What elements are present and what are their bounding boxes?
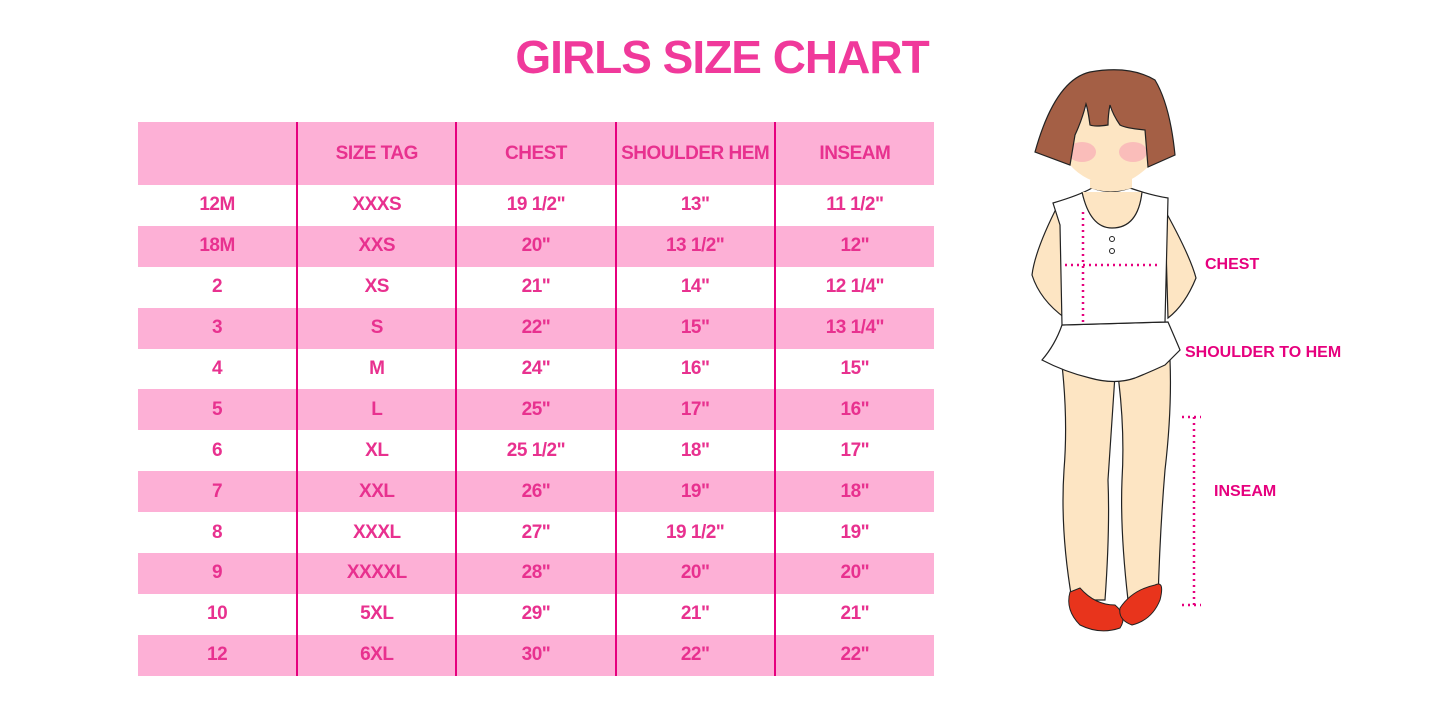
table-cell: 25" bbox=[455, 389, 616, 431]
table-cell: XS bbox=[296, 266, 457, 308]
button bbox=[1109, 236, 1115, 242]
left-leg bbox=[1061, 364, 1116, 601]
column-header: INSEAM bbox=[773, 122, 934, 185]
cheek bbox=[1119, 142, 1147, 162]
column-header: SIZE TAG bbox=[296, 122, 457, 185]
table-cell: 21" bbox=[773, 593, 934, 635]
table-header-row: SIZE TAG CHEST SHOULDER HEM INSEAM bbox=[138, 122, 934, 185]
table-cell: 30" bbox=[455, 634, 616, 676]
shoulder-to-hem-label: SHOULDER TO HEM bbox=[1185, 344, 1342, 361]
table-cell: 12 1/4" bbox=[773, 266, 934, 308]
table-cell: 21" bbox=[455, 266, 616, 308]
cheek bbox=[1068, 142, 1096, 162]
table-cell: XXS bbox=[296, 225, 457, 267]
chest-label: CHEST bbox=[1205, 256, 1260, 273]
table-row: 12 6XL 30" 22" 22" bbox=[138, 634, 934, 676]
table-cell: 18" bbox=[614, 430, 775, 472]
table-cell: 19" bbox=[773, 512, 934, 554]
table-cell: 22" bbox=[614, 634, 775, 676]
table-cell: M bbox=[296, 348, 457, 390]
table-cell: 22" bbox=[773, 634, 934, 676]
table-row: 5 L 25" 17" 16" bbox=[138, 389, 934, 431]
table-cell: 6 bbox=[212, 439, 223, 461]
size-table: SIZE TAG CHEST SHOULDER HEM INSEAM 12M XXXS 1… bbox=[138, 122, 934, 676]
table-cell: 24" bbox=[455, 348, 616, 390]
right-shoe bbox=[1119, 583, 1163, 626]
table-cell: 17" bbox=[614, 389, 775, 431]
column-header bbox=[138, 122, 298, 185]
table-cell: 28" bbox=[455, 553, 616, 594]
table-cell: 16" bbox=[614, 348, 775, 390]
table-cell: 26" bbox=[455, 471, 616, 513]
table-cell: 19 1/2" bbox=[455, 185, 616, 226]
left-arm bbox=[1031, 204, 1069, 320]
table-cell: 13" bbox=[614, 185, 775, 226]
table-cell: 22" bbox=[455, 307, 616, 349]
table-cell: 27" bbox=[455, 512, 616, 554]
table-cell: 13 1/2" bbox=[614, 225, 775, 267]
neckline bbox=[1081, 191, 1143, 229]
table-row: 9 XXXXL 28" 20" 20" bbox=[138, 553, 934, 594]
table-cell: 12" bbox=[773, 225, 934, 267]
hair bbox=[1034, 69, 1176, 168]
table-row: 10 5XL 29" 21" 21" bbox=[138, 593, 934, 635]
table-row: 8 XXXL 27" 19 1/2" 19" bbox=[138, 512, 934, 554]
table-cell: 2 bbox=[212, 276, 223, 298]
right-arm bbox=[1161, 204, 1197, 320]
table-cell: 20" bbox=[773, 553, 934, 594]
table-cell: 13 1/4" bbox=[773, 307, 934, 349]
table-cell: L bbox=[296, 389, 457, 431]
table-cell: XXXL bbox=[296, 512, 457, 554]
table-cell: 5 bbox=[138, 389, 298, 431]
table-row: 2 XS 21" 14" 12 1/4" bbox=[138, 266, 934, 308]
right-leg bbox=[1117, 359, 1172, 601]
table-cell: 16" bbox=[773, 389, 934, 431]
table-row: 12M XXXS 19 1/2" 13" 11 1/2" bbox=[138, 185, 934, 226]
table-row: 18M XXS 20" 13 1/2" 12" bbox=[138, 225, 934, 267]
table-cell: 19" bbox=[614, 471, 775, 513]
table-row: 7 XXL 26" 19" 18" bbox=[138, 471, 934, 513]
table-cell: 25 1/2" bbox=[455, 430, 616, 472]
button bbox=[1109, 248, 1115, 254]
girl-measurement-illustration bbox=[1031, 69, 1201, 632]
page-title: GIRLS SIZE CHART bbox=[515, 31, 929, 83]
table-cell: 8 bbox=[212, 521, 223, 543]
table-cell: 20" bbox=[614, 553, 775, 594]
face bbox=[1070, 110, 1150, 185]
table-cell: 10 bbox=[207, 603, 228, 625]
table-cell: 5XL bbox=[296, 593, 457, 635]
column-header: SHOULDER HEM bbox=[614, 122, 775, 185]
table-cell: 20" bbox=[455, 225, 616, 267]
table-cell: 17" bbox=[773, 430, 934, 472]
table-cell: 4 bbox=[212, 358, 223, 379]
table-cell: 19 1/2" bbox=[614, 512, 775, 554]
table-cell: 6XL bbox=[296, 634, 457, 676]
table-cell: 21" bbox=[614, 593, 775, 635]
table-cell: XXXS bbox=[296, 185, 457, 226]
table-cell: 15" bbox=[614, 307, 775, 349]
table-cell: 18M bbox=[138, 225, 298, 267]
table-row: 6 XL 25 1/2" 18" 17" bbox=[138, 430, 934, 472]
table-cell: 18" bbox=[773, 471, 934, 513]
table-cell: XL bbox=[296, 430, 457, 472]
column-header: CHEST bbox=[455, 122, 616, 185]
table-row: 4 M 24" 16" 15" bbox=[138, 348, 934, 390]
inseam-label: INSEAM bbox=[1214, 483, 1277, 500]
table-cell: 7 bbox=[138, 471, 298, 513]
table-cell: 12 bbox=[138, 634, 298, 676]
table-cell: 11 1/2" bbox=[773, 185, 934, 226]
table-cell: 3 bbox=[138, 307, 298, 349]
table-cell: S bbox=[296, 307, 457, 349]
table-cell: XXL bbox=[296, 471, 457, 513]
table-row: 3 S 22" 15" 13 1/4" bbox=[138, 307, 934, 349]
left-shoe bbox=[1068, 587, 1124, 632]
table-cell: XXXXL bbox=[296, 553, 457, 594]
table-cell: 15" bbox=[773, 348, 934, 390]
skirt bbox=[1041, 321, 1181, 383]
table-cell: 9 bbox=[138, 553, 298, 594]
table-cell: 14" bbox=[614, 266, 775, 308]
table-cell: 29" bbox=[455, 593, 616, 635]
table-cell: 12M bbox=[199, 194, 235, 216]
